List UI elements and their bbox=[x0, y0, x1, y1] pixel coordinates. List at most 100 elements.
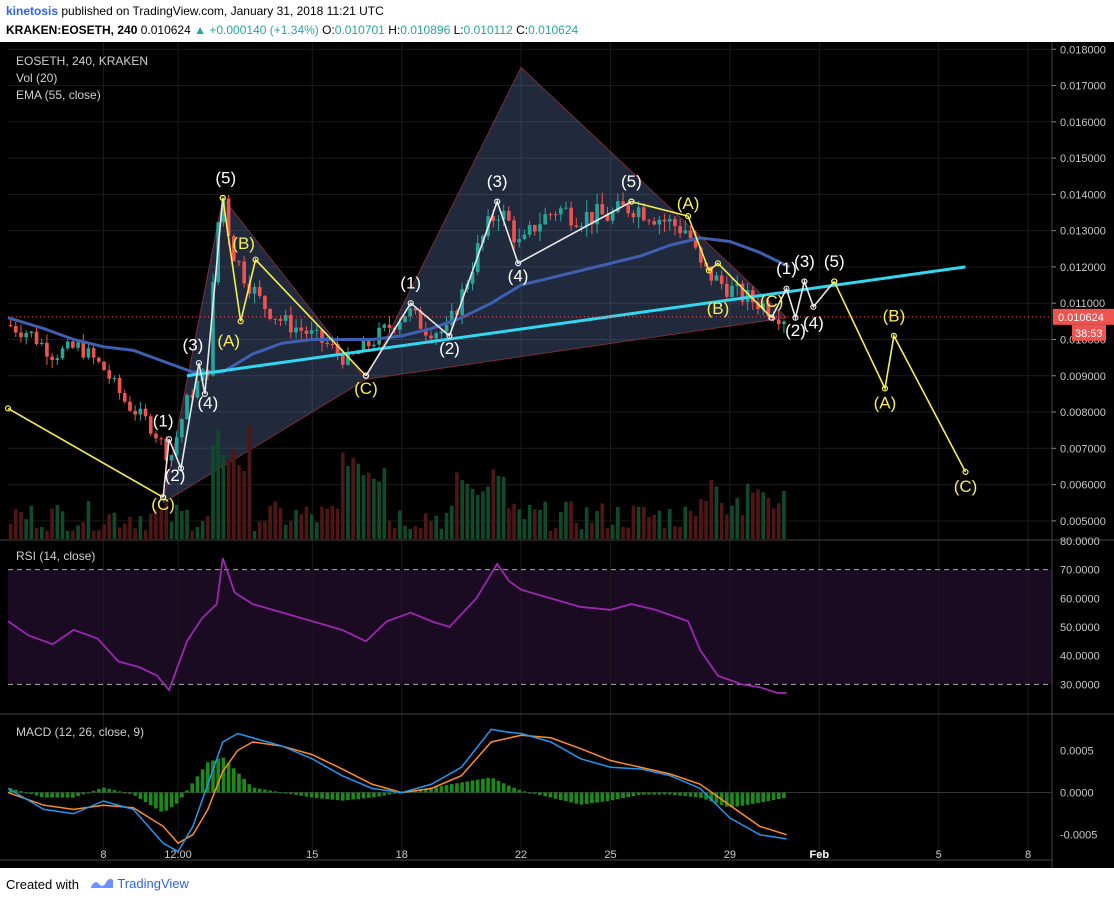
candle-body bbox=[174, 437, 179, 456]
volume-bar bbox=[91, 530, 96, 539]
macd-histogram-bar bbox=[273, 791, 278, 793]
macd-histogram-bar bbox=[50, 792, 54, 798]
volume-bar bbox=[143, 530, 148, 539]
macd-histogram-bar bbox=[771, 792, 776, 801]
candle-body bbox=[522, 234, 527, 240]
macd-histogram-bar bbox=[584, 792, 589, 804]
macd-axis-label: -0.0005 bbox=[1060, 830, 1097, 842]
volume-bar bbox=[408, 528, 413, 539]
volume-bar bbox=[257, 521, 262, 539]
candle-body bbox=[138, 408, 143, 415]
volume-bar bbox=[693, 515, 698, 539]
candle-body bbox=[491, 216, 496, 221]
volume-bar bbox=[71, 530, 75, 539]
volume-bar bbox=[444, 512, 449, 539]
low-label: L: bbox=[453, 23, 464, 37]
macd-histogram-bar bbox=[320, 792, 324, 799]
candle-body bbox=[512, 220, 516, 243]
wave-pivot bbox=[219, 194, 226, 202]
macd-histogram-bar bbox=[434, 786, 439, 793]
wave-pivot bbox=[801, 278, 808, 285]
macd-histogram-bar bbox=[122, 792, 127, 794]
macd-histogram-bar bbox=[714, 792, 719, 804]
candle-body bbox=[579, 226, 584, 228]
volume-bar bbox=[553, 528, 558, 539]
candle-body bbox=[226, 198, 231, 237]
volume-bar bbox=[19, 511, 23, 539]
open-value: 0.010701 bbox=[334, 23, 385, 37]
wave-label: (1) bbox=[400, 274, 421, 293]
chart-area[interactable]: (C)(1)(2)(3)(4)(5)(A)(B)(C)(1)(2)(3)(4)(… bbox=[0, 42, 1114, 868]
candle-body bbox=[112, 377, 117, 379]
volume-bar bbox=[372, 478, 376, 539]
tradingview-brand[interactable]: TradingView bbox=[90, 876, 189, 891]
macd-histogram-bar bbox=[455, 783, 459, 793]
volume-bar bbox=[263, 521, 267, 539]
macd-histogram-bar bbox=[55, 792, 60, 798]
wave-label: (1) bbox=[153, 412, 174, 431]
volume-bar bbox=[756, 489, 760, 539]
rsi-axis-label: 70.0000 bbox=[1060, 565, 1100, 577]
volume-bar bbox=[491, 469, 496, 539]
candle-body bbox=[782, 321, 786, 325]
candle-body bbox=[273, 318, 278, 320]
candle-body bbox=[330, 343, 335, 345]
price-axis-label: 0.007000 bbox=[1060, 443, 1106, 455]
wave-label: (2) bbox=[439, 339, 460, 358]
wave-pivot bbox=[962, 468, 969, 475]
candle-body bbox=[185, 395, 189, 420]
author-link[interactable]: kinetosis bbox=[6, 4, 59, 18]
volume-bar bbox=[294, 509, 298, 539]
macd-histogram-bar bbox=[522, 791, 527, 793]
volume-bar bbox=[564, 501, 568, 539]
volume-bar bbox=[771, 508, 776, 539]
candle-body bbox=[439, 331, 444, 334]
volume-bar bbox=[652, 514, 656, 539]
volume-bar bbox=[616, 507, 620, 539]
wave-pivot bbox=[237, 318, 244, 325]
price-axis-label: 0.012000 bbox=[1060, 262, 1106, 274]
wave-label: (3) bbox=[183, 335, 204, 354]
macd-histogram-bar bbox=[231, 768, 236, 793]
volume-bar bbox=[226, 458, 231, 539]
candle-body bbox=[641, 207, 646, 221]
candle-body bbox=[444, 324, 449, 332]
volume-bar bbox=[481, 491, 485, 539]
elliott-wave-line bbox=[7, 407, 164, 498]
macd-histogram-bar bbox=[527, 792, 532, 794]
volume-bar bbox=[273, 501, 278, 539]
wave-pivot bbox=[783, 285, 790, 292]
wave-pivot bbox=[890, 332, 898, 339]
elliott-wave-line bbox=[365, 199, 632, 377]
volume-bar bbox=[169, 521, 174, 539]
candle-body bbox=[65, 341, 70, 349]
rsi-axis-label: 50.0000 bbox=[1060, 622, 1100, 634]
volume-bar bbox=[641, 506, 646, 539]
low-value: 0.010112 bbox=[463, 23, 513, 37]
volume-bar bbox=[688, 510, 693, 539]
wave-pivot bbox=[881, 385, 889, 392]
price-axis-label: 0.017000 bbox=[1060, 81, 1106, 93]
volume-bar bbox=[50, 508, 54, 539]
candle-body bbox=[19, 332, 23, 338]
macd-histogram-bar bbox=[704, 792, 708, 800]
time-axis-label: 25 bbox=[604, 849, 616, 861]
elliott-wave-line bbox=[162, 197, 224, 498]
volume-bar bbox=[678, 526, 682, 539]
volume-bar bbox=[647, 516, 651, 539]
wave-label: (B) bbox=[883, 306, 906, 325]
volume-bar bbox=[636, 506, 641, 539]
volume-bar bbox=[325, 508, 330, 539]
macd-histogram-bar bbox=[621, 792, 625, 799]
macd-histogram-bar bbox=[553, 792, 558, 799]
volume-bar bbox=[631, 505, 636, 539]
macd-histogram-bar bbox=[491, 778, 496, 793]
macd-histogram-bar bbox=[185, 790, 189, 793]
macd-histogram-bar bbox=[688, 792, 693, 797]
macd-histogram-bar bbox=[756, 792, 760, 803]
high-value: 0.010896 bbox=[400, 23, 451, 37]
candle-body bbox=[335, 344, 340, 354]
macd-histogram-bar bbox=[667, 792, 672, 795]
volume-bar bbox=[366, 472, 371, 539]
candle-body bbox=[408, 308, 413, 317]
